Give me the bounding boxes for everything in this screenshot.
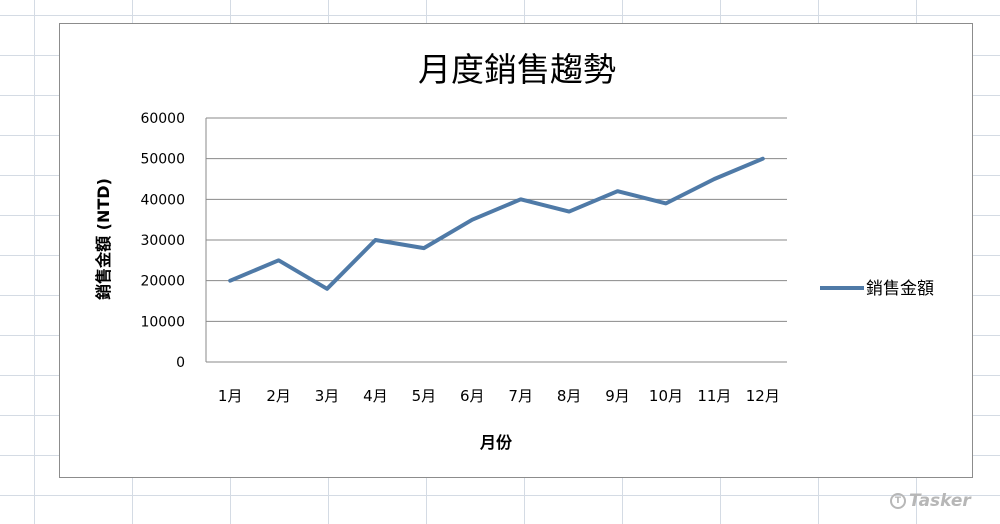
- y-tick-label: 10000: [140, 314, 185, 330]
- data-point: [325, 287, 329, 291]
- x-tick-label: 1月: [218, 387, 243, 405]
- x-tick-label: 7月: [508, 387, 533, 405]
- x-tick-label: 9月: [605, 387, 630, 405]
- data-point: [277, 258, 281, 262]
- x-tick-label: 6月: [460, 387, 485, 405]
- series-layer: [228, 156, 765, 291]
- watermark: T Tasker: [890, 491, 971, 511]
- series-line: [228, 156, 765, 291]
- legend: 銷售金額: [820, 279, 934, 299]
- y-tick-label: 60000: [140, 111, 185, 127]
- y-axis-label: 銷售金額 (NTD): [94, 178, 113, 300]
- x-tick-label: 12月: [746, 387, 780, 405]
- y-tick-label: 30000: [140, 233, 185, 249]
- data-point: [567, 210, 571, 214]
- chart-title: 月度銷售趨勢: [418, 50, 616, 89]
- x-tick-label: 5月: [412, 387, 437, 405]
- chart-area: 月度銷售趨勢 0 10000 20000 30000 40000 50000 60000 1…: [59, 23, 973, 478]
- data-point: [712, 177, 716, 181]
- data-point: [422, 246, 426, 250]
- legend-label: 銷售金額: [866, 279, 934, 299]
- watermark-text: Tasker: [909, 491, 971, 511]
- data-point: [470, 218, 474, 222]
- x-tick-label: 3月: [315, 387, 340, 405]
- y-axis-ticks: 0 10000 20000 30000 40000 50000 60000: [140, 111, 185, 371]
- y-tick-label: 0: [176, 355, 185, 371]
- data-point: [616, 189, 620, 193]
- gridlines: [205, 117, 787, 363]
- x-tick-label: 11月: [697, 387, 731, 405]
- data-point: [373, 238, 377, 242]
- x-axis-ticks: 1月 2月 3月 4月 5月 6月 7月 8月 9月 10月 11月 12月: [218, 387, 780, 405]
- data-point: [519, 197, 523, 201]
- tasker-logo-icon: T: [890, 493, 906, 509]
- x-tick-label: 8月: [557, 387, 582, 405]
- data-point: [228, 279, 232, 283]
- line-chart: 月度銷售趨勢 0 10000 20000 30000 40000 50000 60000 1…: [94, 50, 934, 452]
- x-axis-label: 月份: [479, 433, 513, 452]
- x-tick-label: 4月: [363, 387, 388, 405]
- y-tick-label: 40000: [140, 192, 185, 208]
- data-point: [761, 157, 765, 161]
- y-tick-label: 50000: [140, 152, 185, 168]
- x-tick-label: 2月: [266, 387, 291, 405]
- x-tick-label: 10月: [649, 387, 683, 405]
- data-point: [664, 201, 668, 205]
- y-tick-label: 20000: [140, 274, 185, 290]
